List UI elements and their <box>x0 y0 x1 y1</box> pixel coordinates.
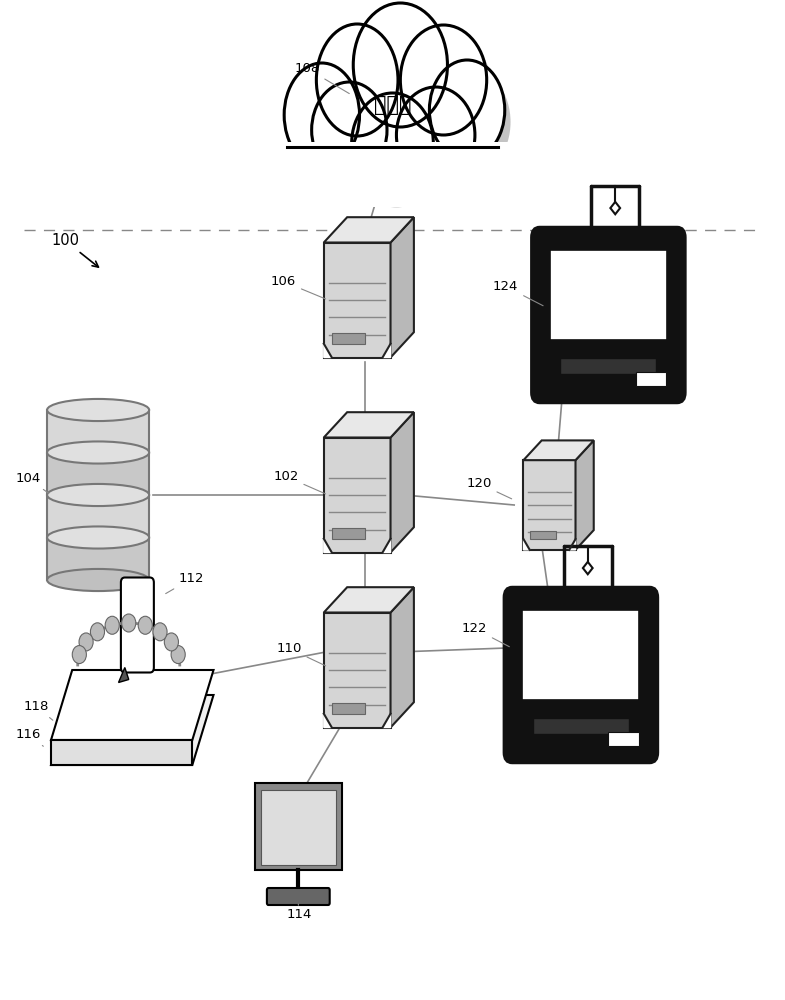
FancyBboxPatch shape <box>530 531 556 539</box>
Polygon shape <box>323 587 414 612</box>
Circle shape <box>138 616 152 634</box>
Ellipse shape <box>47 526 149 549</box>
Polygon shape <box>51 740 192 765</box>
Text: 108: 108 <box>294 62 349 94</box>
Ellipse shape <box>312 82 387 178</box>
Ellipse shape <box>355 12 454 142</box>
Circle shape <box>72 646 86 664</box>
FancyBboxPatch shape <box>332 333 365 344</box>
Ellipse shape <box>432 70 510 174</box>
FancyBboxPatch shape <box>550 250 667 340</box>
FancyBboxPatch shape <box>636 372 666 386</box>
Bar <box>47 538 149 580</box>
Text: 104: 104 <box>16 472 49 493</box>
Polygon shape <box>382 539 391 552</box>
Polygon shape <box>323 242 391 358</box>
Text: 100: 100 <box>51 233 98 267</box>
Polygon shape <box>382 344 391 358</box>
Ellipse shape <box>47 399 149 421</box>
Ellipse shape <box>47 441 149 464</box>
Text: 互联网: 互联网 <box>374 95 411 115</box>
FancyBboxPatch shape <box>608 732 638 746</box>
Ellipse shape <box>353 103 440 208</box>
Bar <box>47 410 149 452</box>
Text: 124: 124 <box>493 280 543 306</box>
FancyBboxPatch shape <box>121 578 154 672</box>
Ellipse shape <box>429 60 505 160</box>
Ellipse shape <box>400 25 487 135</box>
Ellipse shape <box>402 34 493 150</box>
Circle shape <box>90 623 104 641</box>
FancyBboxPatch shape <box>523 610 639 700</box>
Polygon shape <box>382 714 391 728</box>
Ellipse shape <box>284 63 360 167</box>
Polygon shape <box>611 202 620 214</box>
Text: 120: 120 <box>466 477 512 499</box>
Polygon shape <box>391 587 414 728</box>
Text: 118: 118 <box>24 700 53 720</box>
FancyBboxPatch shape <box>560 358 656 374</box>
Polygon shape <box>524 460 575 550</box>
Circle shape <box>171 646 185 664</box>
Polygon shape <box>323 344 332 358</box>
Polygon shape <box>391 412 414 552</box>
Ellipse shape <box>287 72 365 182</box>
Polygon shape <box>323 714 332 728</box>
Ellipse shape <box>314 92 392 192</box>
Ellipse shape <box>316 24 398 136</box>
Text: 114: 114 <box>287 904 312 921</box>
FancyBboxPatch shape <box>261 790 335 865</box>
Text: 116: 116 <box>16 728 43 746</box>
Polygon shape <box>323 438 391 552</box>
Ellipse shape <box>399 97 480 197</box>
Ellipse shape <box>396 87 475 183</box>
Polygon shape <box>323 217 414 242</box>
Polygon shape <box>524 440 593 460</box>
Bar <box>47 495 149 538</box>
Text: 122: 122 <box>462 622 509 647</box>
Circle shape <box>164 633 178 651</box>
Bar <box>271 142 514 207</box>
Polygon shape <box>575 440 593 550</box>
FancyBboxPatch shape <box>332 703 365 714</box>
Circle shape <box>153 623 167 641</box>
Polygon shape <box>51 670 214 740</box>
FancyBboxPatch shape <box>532 228 685 402</box>
Text: 106: 106 <box>271 275 326 299</box>
Ellipse shape <box>47 569 149 591</box>
Polygon shape <box>323 412 414 438</box>
Polygon shape <box>323 539 332 552</box>
FancyBboxPatch shape <box>267 888 330 905</box>
Polygon shape <box>323 612 391 728</box>
Text: 112: 112 <box>166 572 204 594</box>
FancyBboxPatch shape <box>332 528 365 539</box>
Text: 110: 110 <box>276 642 326 666</box>
Polygon shape <box>524 539 530 550</box>
FancyBboxPatch shape <box>504 587 657 762</box>
Circle shape <box>122 614 136 632</box>
Polygon shape <box>391 217 414 358</box>
Polygon shape <box>51 695 214 765</box>
Polygon shape <box>119 668 129 682</box>
FancyBboxPatch shape <box>254 783 342 870</box>
Polygon shape <box>583 562 593 574</box>
Circle shape <box>79 633 93 651</box>
Polygon shape <box>569 539 575 550</box>
Ellipse shape <box>353 3 447 127</box>
Ellipse shape <box>318 33 404 151</box>
Ellipse shape <box>352 93 433 193</box>
FancyBboxPatch shape <box>533 718 629 734</box>
Text: 102: 102 <box>273 470 326 494</box>
Circle shape <box>105 616 119 634</box>
Ellipse shape <box>47 484 149 506</box>
Bar <box>47 452 149 495</box>
